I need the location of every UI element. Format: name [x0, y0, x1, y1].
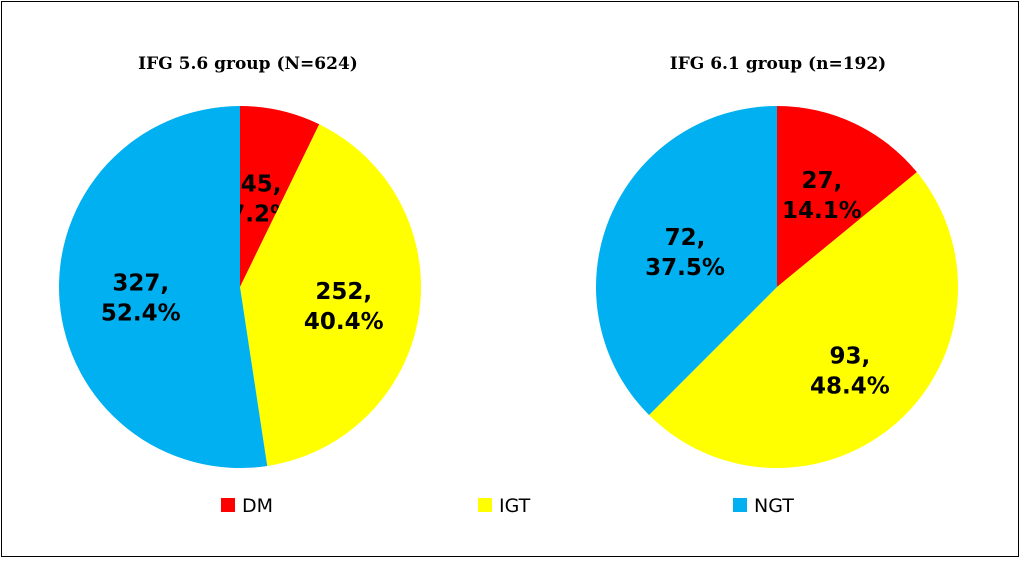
- chart-title-ifg-5-6: IFG 5.6 group (N=624): [138, 54, 358, 74]
- pie-2-data-label-dm: 27, 14.1%: [782, 168, 862, 224]
- pie-2-slice-ngt: [596, 106, 777, 415]
- pie-1-data-label-igt: 252, 40.4%: [304, 279, 384, 335]
- legend-swatch-ngt: [733, 498, 747, 512]
- legend-swatch-dm: [221, 498, 235, 512]
- pie-2-slice-dm: [777, 106, 917, 287]
- pie-2-slice-igt: [649, 172, 959, 469]
- pie-1-data-label-ngt: 327, 52.4%: [101, 271, 181, 327]
- legend-label-ngt: NGT: [754, 495, 794, 517]
- pie-1-slice-igt: [240, 124, 422, 466]
- pie-2-data-label-igt: 93, 48.4%: [810, 343, 890, 399]
- pie-ifg-6-1: 27, 14.1% 93, 48.4% 72, 37.5%: [596, 106, 959, 469]
- legend-swatch-igt: [478, 498, 492, 512]
- chart-title-ifg-6-1: IFG 6.1 group (n=192): [670, 54, 886, 74]
- pie-2-data-label-ngt: 72, 37.5%: [645, 225, 725, 281]
- pie-1-slice-ngt: [59, 106, 268, 468]
- legend: DM IGT NGT: [221, 495, 794, 517]
- pie-1-slice-dm: [240, 106, 320, 287]
- legend-label-dm: DM: [242, 495, 273, 517]
- pie-ifg-5-6: 45, 7.2%252, 40.4%327, 52.4%: [59, 106, 422, 468]
- legend-label-igt: IGT: [499, 495, 531, 517]
